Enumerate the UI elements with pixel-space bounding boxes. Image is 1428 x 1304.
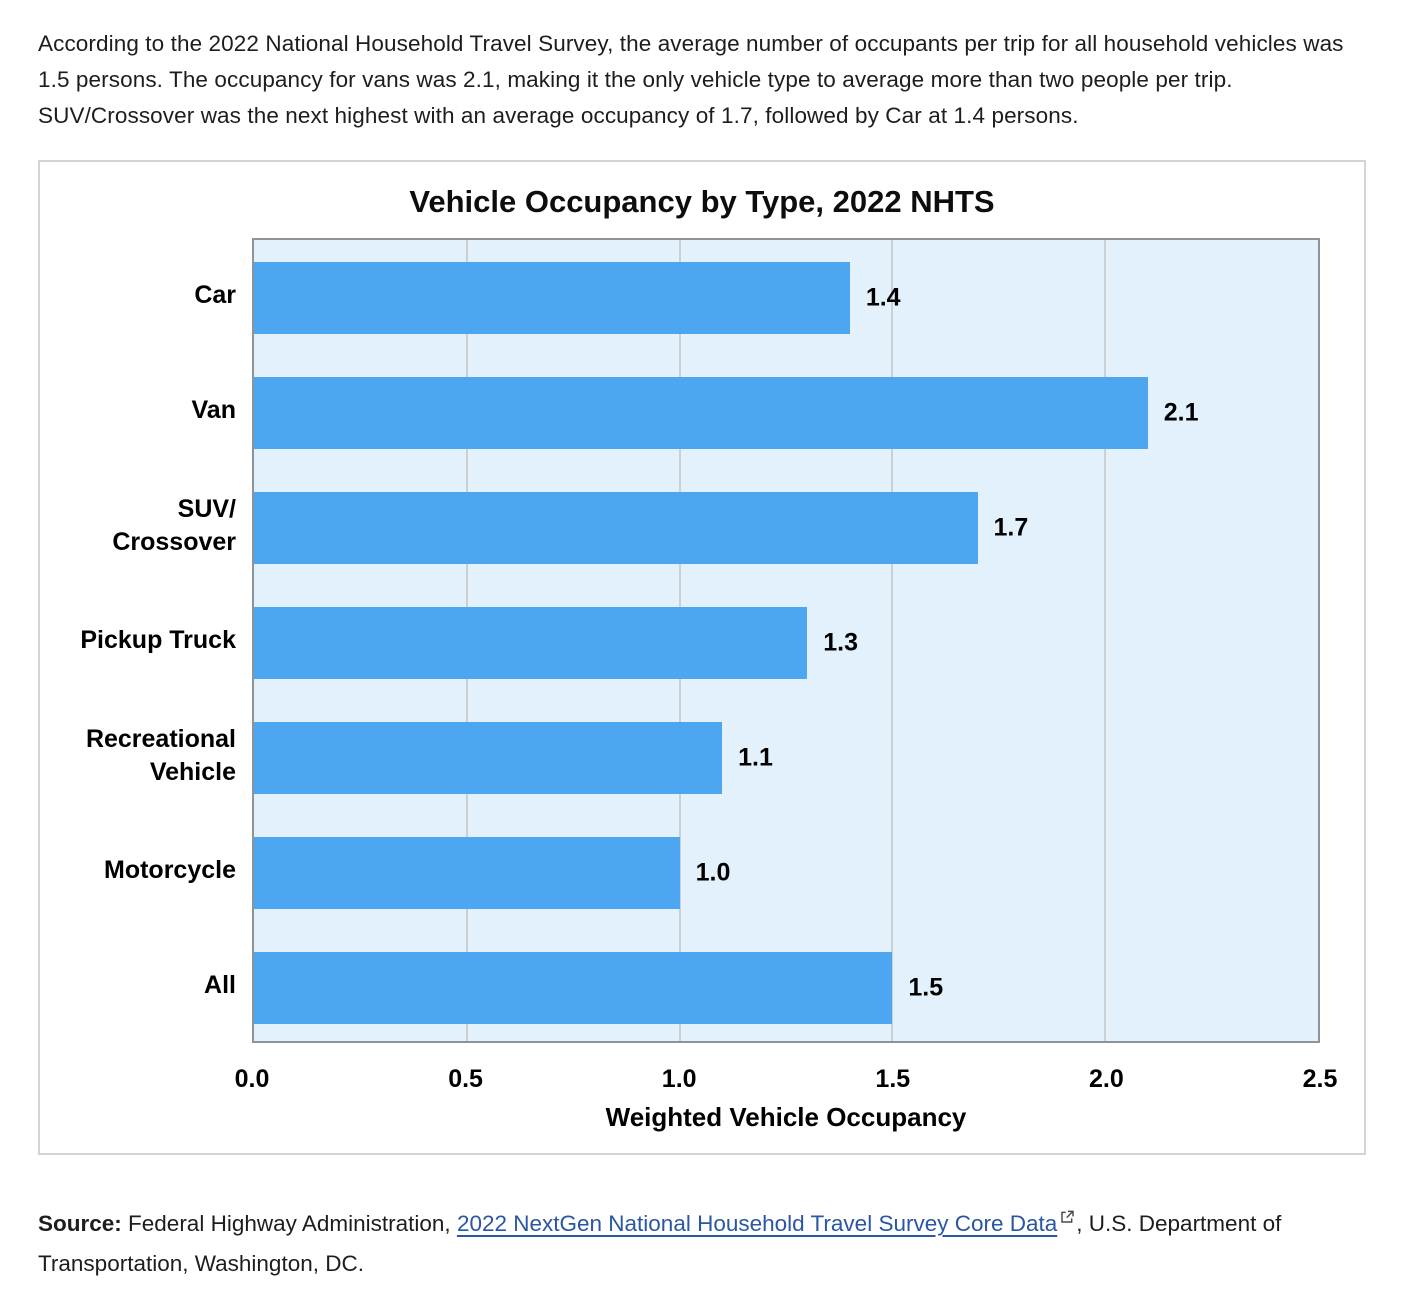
source-paragraph: Source: Federal Highway Administration, …	[38, 1198, 1373, 1284]
x-axis-ticks: 0.0 0.5 1.0 1.5 2.0 2.5	[235, 1065, 1338, 1095]
y-tick-label-motorcycle: Motorcycle	[104, 856, 236, 885]
y-tick-label-pickup-truck: Pickup Truck	[80, 626, 236, 655]
y-tick-label-recreational-vehicle: Recreational Vehicle	[85, 725, 236, 786]
bar-recreational-vehicle	[254, 721, 723, 794]
bar-value-label-motorcycle: 1.0	[695, 858, 731, 886]
external-link-icon	[1059, 1198, 1075, 1238]
y-tick-label-van: Van	[191, 396, 236, 425]
source-text-after-link: , U.S. Department of Transportation, Was…	[38, 1211, 1282, 1276]
y-tick-label-car: Car	[194, 281, 236, 310]
bar-value-label-suv-crossover: 1.7	[993, 513, 1029, 541]
bar-van	[254, 376, 1148, 449]
x-axis-label: Weighted Vehicle Occupancy	[605, 1102, 967, 1132]
bar-value-label-van: 2.1	[1163, 398, 1199, 426]
bar-value-label-car: 1.4	[865, 283, 901, 311]
bar-value-label-all: 1.5	[908, 973, 944, 1001]
chart-title: Vehicle Occupancy by Type, 2022 NHTS	[409, 184, 995, 219]
gridline-1.5	[891, 240, 894, 1041]
intro-paragraph: According to the 2022 National Household…	[38, 31, 1344, 128]
y-axis-labels: Car Van SUV/ Crossover Pickup Truck Recreati…	[40, 238, 236, 1043]
bar-value-label-recreational-vehicle: 1.1	[738, 743, 773, 771]
bar-car	[254, 261, 850, 334]
source-prefix: Source:	[38, 1211, 122, 1236]
y-tick-label-all: All	[204, 971, 236, 1000]
bar-all	[254, 951, 893, 1024]
y-tick-label-suv-crossover: SUV/ Crossover	[112, 495, 236, 556]
x-tick-label-1.0: 1.0	[661, 1065, 697, 1093]
plot-area: 1.4 2.1 1.7 1.3 1.1 1.0 1.5	[252, 238, 1320, 1043]
x-tick-label-2.0: 2.0	[1089, 1065, 1124, 1093]
x-tick-label-0.5: 0.5	[448, 1065, 483, 1093]
x-tick-label-2.5: 2.5	[1302, 1065, 1338, 1093]
source-text-before-link: Federal Highway Administration,	[121, 1211, 457, 1236]
chart-card: Vehicle Occupancy by Type, 2022 NHTS Car…	[38, 160, 1366, 1155]
gridline-2.0	[1104, 240, 1107, 1041]
x-tick-label-1.5: 1.5	[875, 1065, 911, 1093]
bar-pickup-truck	[254, 606, 808, 679]
bar-value-label-pickup-truck: 1.3	[823, 628, 859, 656]
x-tick-label-0.0: 0.0	[234, 1065, 270, 1093]
bar-motorcycle	[254, 836, 680, 909]
source-link[interactable]: 2022 NextGen National Household Travel S…	[456, 1211, 1058, 1236]
bar-suv-crossover	[254, 491, 978, 564]
